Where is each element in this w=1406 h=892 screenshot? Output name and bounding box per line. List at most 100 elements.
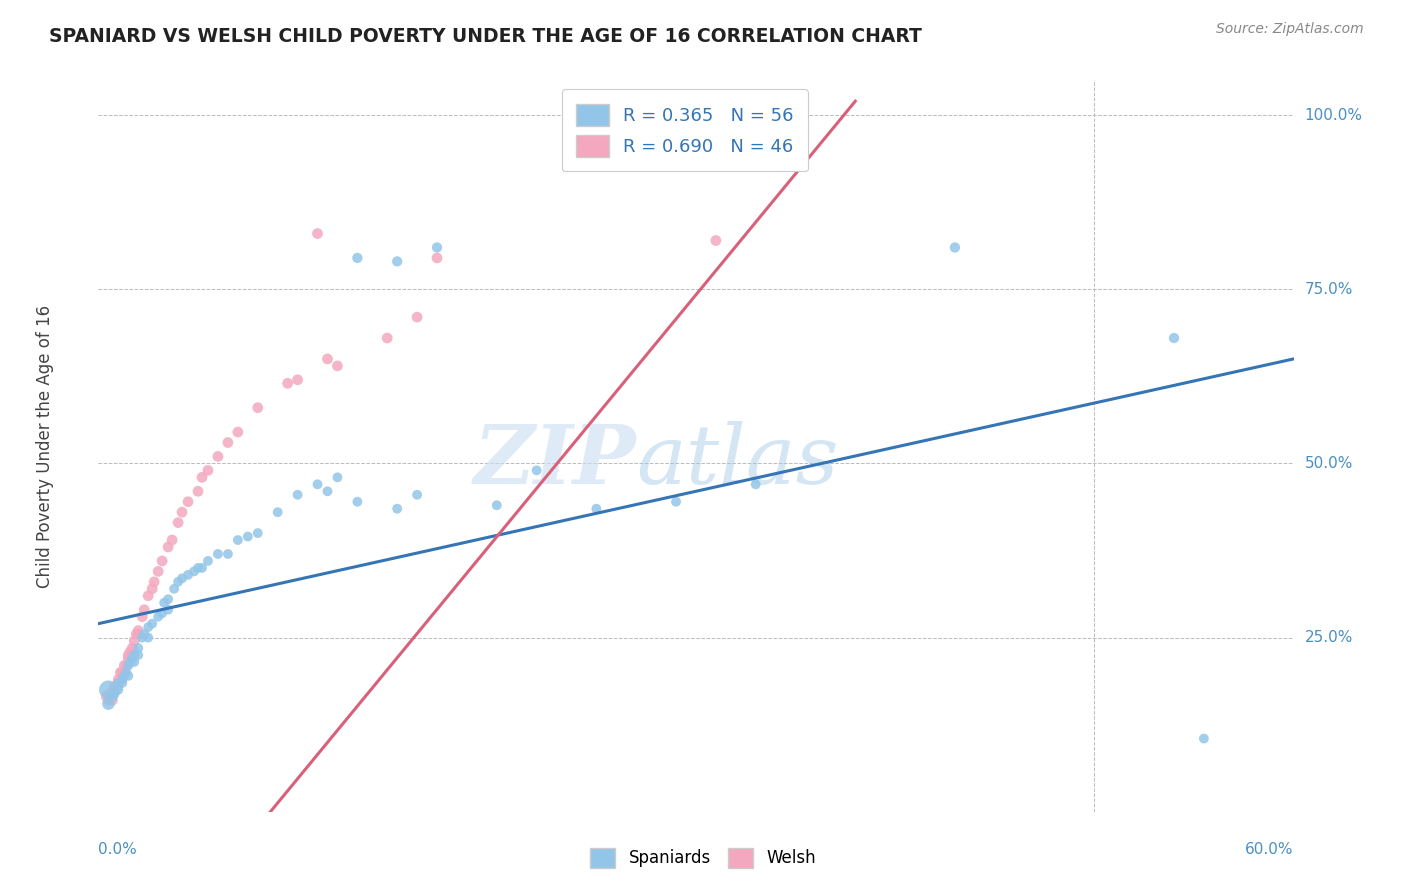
Point xyxy=(704,234,727,248)
Text: 75.0%: 75.0% xyxy=(1305,282,1353,297)
Point xyxy=(111,676,134,690)
Point xyxy=(148,609,170,624)
Point xyxy=(121,640,143,655)
Point xyxy=(141,582,163,596)
Point xyxy=(125,627,148,641)
Point xyxy=(105,679,128,693)
Point xyxy=(112,669,135,683)
Point xyxy=(121,651,143,665)
Text: 0.0%: 0.0% xyxy=(98,842,138,857)
Point xyxy=(385,501,409,516)
Point xyxy=(375,331,398,345)
Point xyxy=(167,574,190,589)
Point xyxy=(1192,731,1215,746)
Point xyxy=(160,533,183,547)
Point xyxy=(187,561,209,575)
Point xyxy=(172,505,194,519)
Point xyxy=(307,477,329,491)
Point xyxy=(120,644,142,658)
Point xyxy=(111,673,134,687)
Point xyxy=(101,693,124,707)
Point xyxy=(1163,331,1185,345)
Point xyxy=(426,240,449,254)
Point xyxy=(115,658,138,673)
Point xyxy=(131,609,153,624)
Point xyxy=(665,494,688,508)
Point xyxy=(246,526,269,541)
Point xyxy=(236,530,259,544)
Point xyxy=(103,682,125,697)
Point xyxy=(226,533,249,547)
Point xyxy=(217,547,239,561)
Point xyxy=(287,373,309,387)
Point xyxy=(107,682,129,697)
Point xyxy=(117,648,139,662)
Point xyxy=(177,567,200,582)
Point xyxy=(287,488,309,502)
Point xyxy=(207,450,229,464)
Point xyxy=(103,679,125,693)
Legend: R = 0.365   N = 56, R = 0.690   N = 46: R = 0.365 N = 56, R = 0.690 N = 46 xyxy=(561,89,808,171)
Point xyxy=(136,589,159,603)
Point xyxy=(111,665,134,680)
Point xyxy=(131,631,153,645)
Point xyxy=(943,240,966,254)
Point xyxy=(96,690,118,704)
Point xyxy=(316,484,339,499)
Point xyxy=(485,498,508,512)
Point xyxy=(127,624,149,638)
Point xyxy=(183,565,205,579)
Point xyxy=(150,606,173,620)
Point xyxy=(134,627,156,641)
Point xyxy=(177,494,200,508)
Point xyxy=(124,648,146,662)
Point xyxy=(124,655,146,669)
Point xyxy=(153,596,176,610)
Point xyxy=(157,603,180,617)
Point xyxy=(226,425,249,439)
Point xyxy=(117,651,139,665)
Point xyxy=(97,693,120,707)
Point xyxy=(134,603,156,617)
Point xyxy=(346,251,368,265)
Text: 100.0%: 100.0% xyxy=(1305,108,1362,122)
Point xyxy=(117,669,139,683)
Legend: Spaniards, Welsh: Spaniards, Welsh xyxy=(583,841,823,875)
Point xyxy=(107,676,129,690)
Point xyxy=(107,676,129,690)
Point xyxy=(191,470,214,484)
Point xyxy=(197,463,219,477)
Point xyxy=(277,376,299,391)
Point xyxy=(101,690,124,704)
Point xyxy=(346,494,368,508)
Point xyxy=(191,561,214,575)
Point xyxy=(426,251,449,265)
Point xyxy=(167,516,190,530)
Point xyxy=(585,501,607,516)
Point xyxy=(150,554,173,568)
Text: 25.0%: 25.0% xyxy=(1305,630,1353,645)
Point xyxy=(406,488,429,502)
Text: ZIP: ZIP xyxy=(474,421,637,500)
Text: Source: ZipAtlas.com: Source: ZipAtlas.com xyxy=(1216,22,1364,37)
Point xyxy=(307,227,329,241)
Point xyxy=(163,582,186,596)
Point xyxy=(148,565,170,579)
Point xyxy=(157,540,180,554)
Point xyxy=(187,484,209,499)
Point xyxy=(197,554,219,568)
Point xyxy=(267,505,290,519)
Point xyxy=(143,574,166,589)
Point xyxy=(107,673,129,687)
Point xyxy=(97,697,120,711)
Point xyxy=(136,631,159,645)
Point xyxy=(136,620,159,634)
Point xyxy=(246,401,269,415)
Point xyxy=(107,679,129,693)
Text: 60.0%: 60.0% xyxy=(1246,842,1294,857)
Point xyxy=(406,310,429,325)
Point xyxy=(124,634,146,648)
Point xyxy=(112,658,135,673)
Point xyxy=(115,665,138,680)
Point xyxy=(526,463,548,477)
